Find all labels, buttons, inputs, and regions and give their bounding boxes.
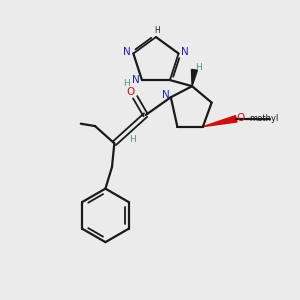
Text: N: N xyxy=(123,47,131,57)
Polygon shape xyxy=(191,69,197,86)
Text: O: O xyxy=(236,113,244,123)
Text: H: H xyxy=(123,79,130,88)
Text: N: N xyxy=(162,90,169,100)
Text: N: N xyxy=(181,47,188,57)
Text: O: O xyxy=(127,88,135,98)
Text: H: H xyxy=(154,26,160,35)
Text: H: H xyxy=(129,135,136,144)
Text: H: H xyxy=(195,63,201,72)
Text: N: N xyxy=(132,75,139,85)
Text: methyl: methyl xyxy=(250,114,279,123)
Polygon shape xyxy=(203,116,237,127)
